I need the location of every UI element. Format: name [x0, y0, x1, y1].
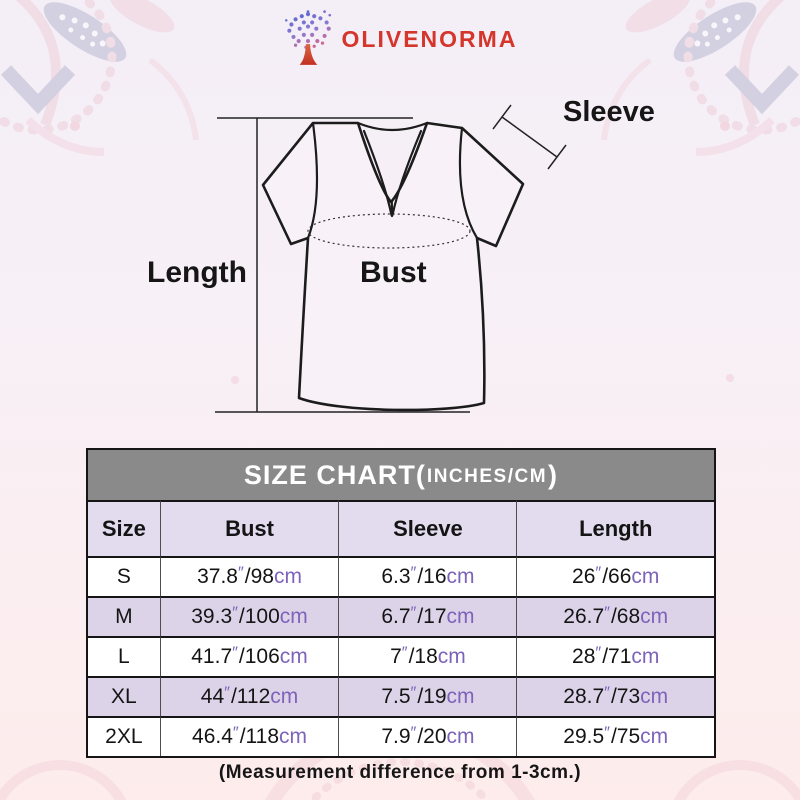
column-header-sleeve: Sleeve: [338, 500, 517, 556]
bust-measure-ellipse: [307, 213, 471, 249]
corner-mandala-left: [0, 0, 199, 156]
brand-logo: OLIVENORMA: [0, 10, 800, 68]
column-header-bust: Bust: [159, 500, 339, 556]
bust-value-cell: 41.7 ″/106 cm: [159, 636, 339, 676]
right-armhole-seam: [458, 126, 479, 240]
size-cell: 2XL: [88, 716, 160, 756]
sleeve-value-cell: 6.3 ″/16 cm: [338, 556, 517, 596]
bust-value-cell: 44 ″/112 cm: [159, 676, 339, 716]
length-value-cell: 26.7 ″/68 cm: [516, 596, 714, 636]
size-cell: S: [88, 556, 160, 596]
length-measure-lines: [215, 117, 470, 413]
title-main: SIZE CHART(: [243, 459, 426, 490]
length-value-cell: 29.5 ″/75 cm: [516, 716, 714, 756]
collar-inner-right: [391, 129, 423, 217]
sleeve-label: Sleeve: [563, 96, 655, 128]
logo-tree-icon: [284, 10, 331, 65]
column-header-length: Length: [516, 500, 714, 556]
bust-value-cell: 37.8 ″/98 cm: [159, 556, 339, 596]
sleeve-value-cell: 7.5 ″/19 cm: [338, 676, 517, 716]
sleeve-value-cell: 6.7 ″/17 cm: [338, 596, 517, 636]
sleeve-value-cell: 7 ″/18 cm: [338, 636, 517, 676]
size-cell: M: [88, 596, 160, 636]
brand-name: OLIVENORMA: [341, 25, 518, 52]
length-value-cell: 28.7 ″/73 cm: [516, 676, 714, 716]
collar-inner-left: [362, 129, 393, 217]
back-neckline: [356, 121, 429, 132]
length-value-cell: 26 ″/66 cm: [516, 556, 714, 596]
length-value-cell: 28 ″/71 cm: [516, 636, 714, 676]
size-chart-title: SIZE CHART( INCHES/CM ): [88, 450, 714, 500]
column-header-size: Size: [88, 500, 160, 556]
corner-mandala-right: [601, 0, 800, 156]
bust-value-cell: 46.4 ″/118 cm: [159, 716, 339, 756]
length-label: Length: [147, 256, 247, 289]
size-cell: L: [88, 636, 160, 676]
size-chart-table: SIZE CHART( INCHES/CM ) Size Bust Sleeve…: [86, 448, 716, 758]
size-cell: XL: [88, 676, 160, 716]
title-sub: INCHES/CM: [426, 466, 548, 487]
title-close: ): [548, 459, 559, 490]
sleeve-value-cell: 7.9 ″/20 cm: [338, 716, 517, 756]
measurement-note: (Measurement difference from 1-3cm.): [218, 762, 582, 783]
bust-label: Bust: [360, 256, 427, 289]
sleeve-measure-lines: [492, 104, 567, 170]
left-armhole-seam: [306, 121, 319, 240]
bust-value-cell: 39.3 ″/100 cm: [159, 596, 339, 636]
